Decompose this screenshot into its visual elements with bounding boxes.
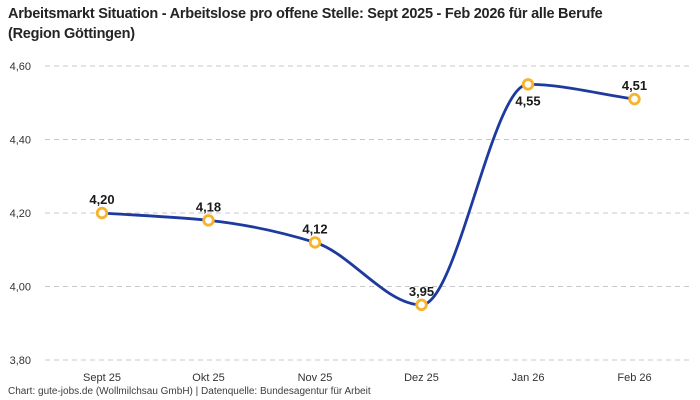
data-point-marker[interactable] xyxy=(521,78,535,91)
x-axis-tick-label: Nov 25 xyxy=(298,372,333,384)
data-point-marker[interactable] xyxy=(202,214,215,227)
chart-title: Arbeitsmarkt Situation - Arbeitslose pro… xyxy=(8,6,603,42)
data-point-label: 4,51 xyxy=(622,78,647,93)
data-point-label: 3,95 xyxy=(409,284,434,299)
series-line xyxy=(100,82,636,307)
x-axis-tick-label: Sept 25 xyxy=(83,372,121,384)
data-point-marker[interactable] xyxy=(308,236,322,249)
data-point-marker[interactable] xyxy=(95,206,109,220)
data-point-label: 4,18 xyxy=(196,199,221,214)
data-point-label: 4,55 xyxy=(515,93,540,108)
data-point-marker[interactable] xyxy=(628,92,641,106)
x-axis-tick-label: Jan 26 xyxy=(511,372,544,384)
data-point-marker[interactable] xyxy=(415,298,428,312)
y-axis-tick-label: 4,60 xyxy=(10,61,31,73)
chart-footer-credit: Chart: gute-jobs.de (Wollmilchsau GmbH) … xyxy=(8,386,371,397)
y-axis-tick-label: 4,20 xyxy=(10,208,31,220)
y-axis-tick-label: 4,00 xyxy=(10,282,31,294)
x-axis-tick-label: Dez 25 xyxy=(404,372,439,384)
x-axis-tick-label: Feb 26 xyxy=(617,372,651,384)
data-point-label: 4,12 xyxy=(302,221,327,236)
y-axis-tick-label: 3,80 xyxy=(10,355,31,367)
data-point-label: 4,20 xyxy=(89,192,114,207)
y-axis-tick-label: 4,40 xyxy=(10,135,31,147)
x-axis-tick-label: Okt 25 xyxy=(192,372,224,384)
